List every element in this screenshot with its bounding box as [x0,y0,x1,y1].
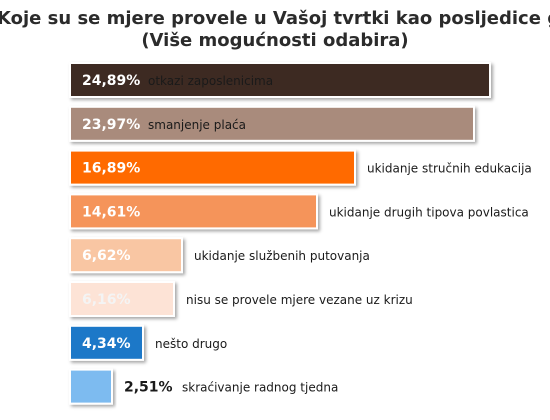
bar-value-label-6: 4,34% [82,336,131,352]
bar-4 [69,237,183,274]
bar-category-label-1: smanjenje plaća [148,118,246,132]
bar-category-label-0: otkazi zaposlenicima [148,74,273,88]
bar-category-label-4: ukidanje službenih putovanja [194,249,370,263]
bar-6 [69,324,144,361]
bar-category-label-5: nisu se provele mjere vezane uz krizu [186,293,413,307]
bar-category-label-3: ukidanje drugih tipova povlastica [329,205,529,219]
bar-value-label-5: 6,16% [82,292,131,308]
bar-7 [69,368,113,405]
bar-value-label-2: 16,89% [82,161,140,177]
bar-3 [69,193,318,230]
chart-title-line2: (Više mogućnosti odabira) [141,30,409,51]
bar-0 [69,62,491,98]
chart-title-line1: Koje su se mjere provele u Vašoj tvrtki … [0,8,550,29]
bar-value-label-3: 14,61% [82,204,140,220]
bar-value-label-4: 6,62% [82,248,131,264]
bar-category-label-2: ukidanje stručnih edukacija [367,162,532,176]
bar-category-label-6: nešto drugo [155,337,227,351]
bar-category-label-7: skraćivanje radnog tjedna [182,381,338,395]
bar-value-label-1: 23,97% [82,117,140,133]
bar-value-label-7: 2,51% [124,380,173,396]
bar-2 [69,149,356,186]
bar-5 [69,281,175,317]
bar-value-label-0: 24,89% [82,73,140,89]
bar-1 [69,105,475,142]
